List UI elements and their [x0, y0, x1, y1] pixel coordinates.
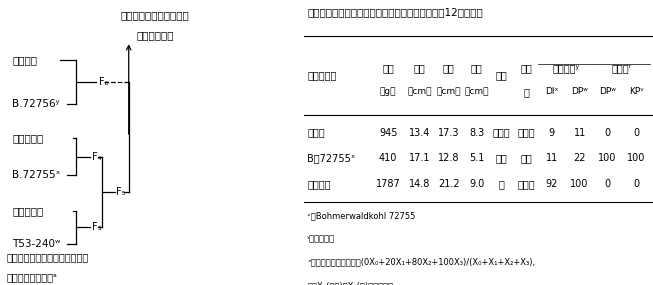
Text: 9: 9: [549, 127, 555, 138]
Text: （g）: （g）: [380, 87, 396, 96]
Text: 球内: 球内: [520, 63, 532, 73]
Text: 17.1: 17.1: [409, 153, 430, 163]
Text: （cm）: （cm）: [407, 87, 432, 96]
Text: 92: 92: [545, 179, 558, 189]
Text: やや濃: やや濃: [517, 127, 535, 138]
Text: 5.1: 5.1: [469, 153, 485, 163]
Text: KPᵛ: KPᵛ: [629, 87, 644, 96]
Text: 萎黄病ʳ: 萎黄病ʳ: [612, 63, 632, 73]
Text: 京豊１号: 京豊１号: [12, 55, 37, 65]
Text: 410: 410: [379, 153, 398, 163]
Text: 17.3: 17.3: [438, 127, 459, 138]
Text: 図１　かんらん中間母本農２号: 図１ かんらん中間母本農２号: [7, 252, 88, 262]
Text: やや良: やや良: [493, 127, 511, 138]
Text: 0: 0: [605, 127, 611, 138]
Text: 11: 11: [545, 153, 558, 163]
Text: ʸ　幼病検定: ʸ 幼病検定: [307, 234, 335, 243]
Text: 愛知大晩生: 愛知大晩生: [12, 206, 44, 216]
Text: 不良: 不良: [496, 153, 507, 163]
Text: 緊度: 緊度: [496, 70, 507, 81]
Text: 100: 100: [571, 179, 589, 189]
Text: 21.2: 21.2: [438, 179, 460, 189]
Text: 945: 945: [379, 127, 398, 138]
Text: 11: 11: [573, 127, 586, 138]
Text: 9.0: 9.0: [469, 179, 485, 189]
Text: 100: 100: [598, 153, 617, 163]
Text: 良: 良: [499, 179, 505, 189]
Text: 球重: 球重: [382, 63, 394, 73]
Text: DPʷ: DPʷ: [571, 87, 588, 96]
Text: ˣ　Bohmerwaldkohl 72755: ˣ Bohmerwaldkohl 72755: [307, 211, 415, 220]
Text: 球高: 球高: [414, 63, 426, 73]
Text: かんらん中間母本農２号: かんらん中間母本農２号: [121, 10, 189, 20]
Text: 8.3: 8.3: [469, 127, 485, 138]
Text: （cm）: （cm）: [464, 87, 489, 96]
Text: 22: 22: [573, 153, 586, 163]
Text: 100: 100: [627, 153, 645, 163]
Text: （安濃７号）: （安濃７号）: [136, 30, 174, 40]
Text: 0: 0: [633, 127, 639, 138]
Text: DIˣ: DIˣ: [545, 87, 558, 96]
Text: 1787: 1787: [376, 179, 400, 189]
Text: 14.8: 14.8: [409, 179, 430, 189]
Text: X₀(健全)～X₃(甚)の各個体数: X₀(健全)～X₃(甚)の各個体数: [307, 281, 393, 285]
Text: 13.4: 13.4: [409, 127, 430, 138]
Text: 色: 色: [523, 87, 529, 97]
Text: F₅: F₅: [116, 187, 125, 197]
Text: やや濃: やや濃: [517, 179, 535, 189]
Text: 淡緑: 淡緑: [520, 153, 532, 163]
Text: F₄: F₄: [91, 152, 101, 162]
Text: F₃: F₃: [91, 222, 101, 232]
Text: ˣ　根こぶ病発病評点＝(0X₀+20X₁+80X₂+100X₃)/(X₀+X₁+X₂+X₃),: ˣ 根こぶ病発病評点＝(0X₀+20X₁+80X₂+100X₃)/(X₀+X₁+…: [307, 258, 535, 267]
Text: F₆: F₆: [99, 77, 108, 87]
Text: の育成経過ᵃ: の育成経過ᵃ: [7, 272, 57, 282]
Text: 12.8: 12.8: [438, 153, 459, 163]
Text: 芯長: 芯長: [471, 63, 483, 73]
Text: 0: 0: [633, 179, 639, 189]
Text: B.72756ʸ: B.72756ʸ: [12, 99, 60, 109]
Text: 表１　かんらん中間母本農２号の特性（平成５年12月調査）: 表１ かんらん中間母本農２号の特性（平成５年12月調査）: [307, 7, 483, 17]
Text: 0: 0: [605, 179, 611, 189]
Text: ＹＲ５０: ＹＲ５０: [307, 179, 330, 189]
Text: B.72755ˣ: B.72755ˣ: [12, 170, 61, 180]
Text: DPʷ: DPʷ: [599, 87, 616, 96]
Text: 根こぶ病ʸ: 根こぶ病ʸ: [552, 63, 579, 73]
Text: 農２号: 農２号: [307, 127, 325, 138]
Text: B．72755ˣ: B．72755ˣ: [307, 153, 355, 163]
Text: 球径: 球径: [443, 63, 454, 73]
Text: T53-240ʷ: T53-240ʷ: [12, 239, 61, 249]
Text: 品種・系統: 品種・系統: [307, 70, 336, 81]
Text: （cm）: （cm）: [436, 87, 461, 96]
Text: 愛知大晩生: 愛知大晩生: [12, 133, 44, 143]
